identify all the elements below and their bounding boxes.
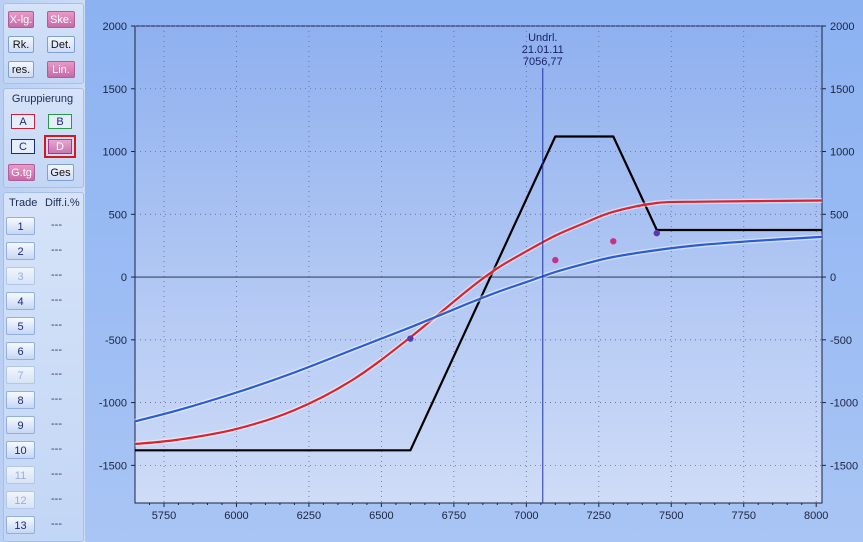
trade-diff-4: --- [51,293,62,306]
trade-button-4[interactable]: 4 [6,291,35,310]
trade-button-5[interactable]: 5 [6,316,35,335]
markers-group [407,229,660,342]
y-tick-label-right: 1500 [830,84,854,96]
y-tick-label-left: 2000 [103,21,127,33]
trade-diff-9: --- [51,418,62,431]
grid [135,25,822,503]
x-tick-label: 6750 [442,510,466,522]
trade-button-6[interactable]: 6 [6,341,35,360]
trade-button-10[interactable]: 10 [6,441,35,460]
axis-ticks: 5750 6000 6250 6500 6750 7000 7250 7500 7750 8000… [99,21,858,522]
trade-diff-6: --- [51,343,62,356]
trade-diff-3: --- [51,268,62,281]
y-tick-label-left: -1000 [99,398,127,410]
trade-diff-13: --- [51,517,62,530]
y-tick-label-left: 1000 [103,147,127,159]
series-line-2 [134,199,823,446]
marker-point [653,229,660,237]
y-tick-label-right: -1000 [830,398,858,410]
x-tick-label: 6250 [297,510,321,522]
underlying-label: Undrl. [528,32,557,44]
y-tick-label-right: -1500 [830,460,858,472]
y-tick-label-right: -500 [830,335,852,347]
trade-button-3: 3 [6,266,35,285]
plot-area [134,25,823,504]
gtg-button[interactable]: G.tg [8,164,35,181]
series-line-1 [135,135,822,452]
x-tick-label: 7000 [514,510,538,522]
toolbar-button-6[interactable]: Lin. [47,61,75,78]
trade-diff-12: --- [51,492,62,505]
trade-diff-1: --- [51,219,62,231]
grouping-title: Gruppierung [11,93,74,105]
trade-diff-7: --- [51,368,62,381]
trade-button-2[interactable]: 2 [6,241,35,260]
trade-button-9[interactable]: 9 [6,416,35,435]
series-group [134,135,823,452]
trade-header: Trade [9,197,38,209]
y-tick-label-right: 500 [830,209,848,221]
group-a-button[interactable]: A [11,114,35,129]
trade-diff-8: --- [51,393,62,406]
toolbar-button-5[interactable]: res. [8,61,34,78]
toolbar-button-1[interactable]: X-lg. [8,11,34,28]
y-tick-label-right: 2000 [830,21,854,33]
y-tick-label-left: -1500 [99,460,127,472]
diff-header: Diff.i.% [45,197,80,209]
group-d-button[interactable]: D [44,135,76,158]
x-tick-label: 8000 [804,510,828,522]
trade-button-1[interactable]: 1 [6,217,35,235]
trade-diff-11: --- [51,468,62,480]
trade-diff-2: --- [51,243,62,256]
trade-button-11: 11 [6,466,35,484]
underlying-value: 7056,77 [523,56,563,68]
trade-button-13[interactable]: 13 [6,515,35,534]
toolbar-button-3[interactable]: Rk. [8,36,34,53]
marker-point [407,335,414,342]
x-tick-label: 7750 [731,510,755,522]
y-tick-label-left: 1500 [103,84,127,96]
x-tick-label: 5750 [152,510,176,522]
toolbar-button-2[interactable]: Ske. [47,11,75,28]
y-tick-label-right: 0 [830,272,836,284]
y-tick-label-left: 500 [109,209,127,221]
x-tick-label: 7500 [659,510,683,522]
underlying-date: 21.01.11 [522,44,564,56]
marker-point [552,256,559,264]
payoff-chart: 5750 6000 6250 6500 6750 7000 7250 7500 7750 8000… [99,21,858,522]
y-tick-label-right: 1000 [830,147,854,159]
trade-button-8[interactable]: 8 [6,391,35,410]
toolbar-button-4[interactable]: Det. [47,36,75,53]
y-tick-label-left: -500 [105,335,127,347]
ges-button[interactable]: Ges [47,164,74,181]
series-line-3 [134,235,823,423]
group-c-button[interactable]: C [11,139,35,154]
x-tick-label: 7250 [587,510,611,522]
x-tick-label: 6000 [224,510,248,522]
y-tick-label-left: 0 [121,272,127,284]
x-tick-label: 6500 [369,510,393,522]
marker-point [610,238,617,245]
trade-button-12: 12 [6,490,35,509]
group-b-button[interactable]: B [48,114,72,129]
trade-diff-5: --- [51,318,62,331]
trade-diff-10: --- [51,443,62,456]
trade-button-7: 7 [6,366,35,385]
